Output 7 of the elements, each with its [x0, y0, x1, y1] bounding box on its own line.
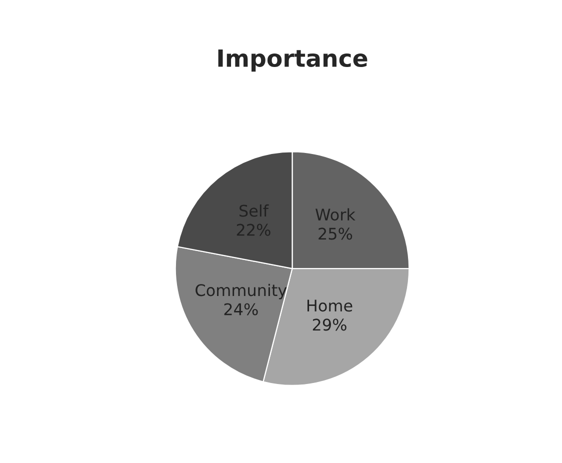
- data-label: 25%: [318, 228, 352, 240]
- data-label: 24%: [224, 303, 258, 316]
- chart-title: Importance: [218, 49, 368, 72]
- slice-label: Work: [316, 208, 356, 221]
- data-label: 29%: [312, 318, 346, 331]
- slice-label: Home: [307, 300, 352, 312]
- slice-label: Community: [196, 284, 287, 300]
